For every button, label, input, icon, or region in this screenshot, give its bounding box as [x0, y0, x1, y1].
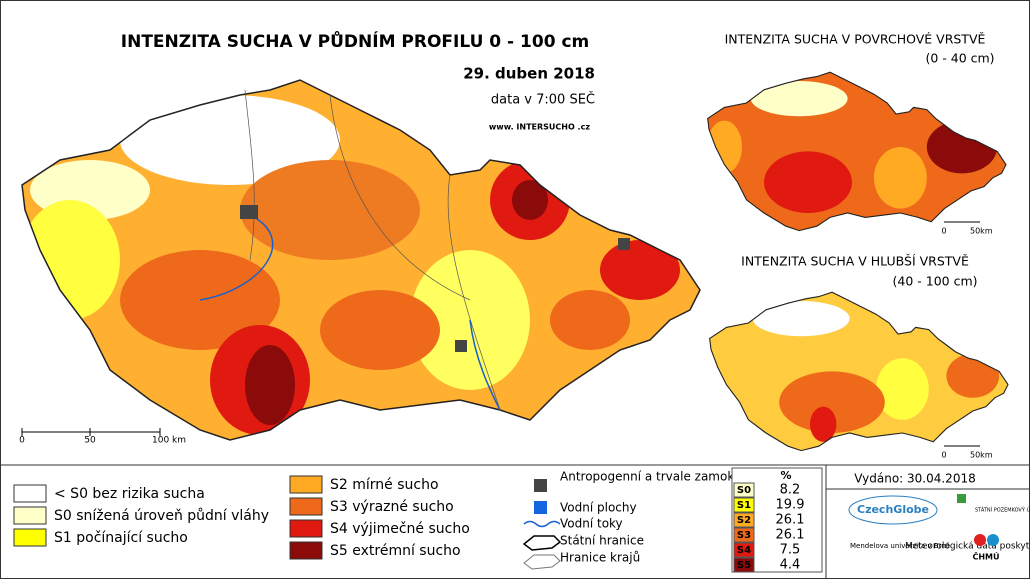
symbol-label: Hranice krajů — [560, 551, 640, 565]
logo-spu: STÁTNÍ POZEMKOVÝ ÚŘAD — [975, 506, 1030, 514]
legend-label: S4 výjimečné sucho — [330, 521, 470, 537]
inset-subtitle: (40 - 100 cm) — [893, 274, 978, 289]
date: 29. duben 2018 — [463, 65, 595, 83]
scale-label: 100 km — [152, 436, 186, 446]
percent-value: 4.4 — [780, 558, 801, 573]
class-label: S2 — [737, 515, 751, 526]
class-label: S4 — [737, 545, 751, 556]
legend-swatch — [289, 519, 323, 538]
class-cell — [733, 512, 755, 528]
inset-title: INTENZITA SUCHA V HLUBŠÍ VRSTVĚ — [741, 254, 969, 269]
inset-title: INTENZITA SUCHA V POVRCHOVÉ VRSTVĚ — [725, 32, 986, 47]
class-cell — [733, 542, 755, 558]
class-label: S5 — [737, 560, 751, 571]
percent-table: % S0 8.2 S1 19.9 S2 26.1 S3 26.1 S4 7.5 S5 4.4 — [731, 467, 823, 573]
scale-label: 50 — [84, 436, 96, 446]
percent-value: 26.1 — [776, 528, 805, 543]
class-cell — [733, 527, 755, 543]
class-label: S0 — [737, 485, 751, 496]
legend-swatch — [13, 528, 47, 547]
inset-subtitle: (0 - 40 cm) — [925, 51, 994, 66]
legend-label: S0 snížená úroveň půdní vláhy — [54, 508, 269, 524]
symbol-label: Vodní plochy — [560, 501, 637, 515]
legend-label: S2 mírné sucho — [330, 477, 439, 493]
percent-value: 26.1 — [776, 513, 805, 528]
symbol-label: Státní hranice — [560, 534, 644, 548]
scale-label: 50km — [970, 451, 993, 460]
class-label: S1 — [737, 500, 751, 511]
issued: Vydáno: 30.04.2018 — [854, 472, 975, 486]
percent-value: 7.5 — [780, 543, 801, 558]
legend-swatch — [13, 484, 47, 503]
time: data v 7:00 SEČ — [491, 92, 595, 108]
legend-swatch — [289, 475, 323, 494]
legend-label: < S0 bez rizika sucha — [54, 486, 205, 502]
legend: < S0 bez rizika sucha S0 snížená úroveň p… — [13, 475, 470, 560]
legend-swatch — [289, 541, 323, 560]
table-header: % — [780, 469, 791, 482]
class-label: S3 — [737, 530, 751, 541]
scale-label: 0 — [941, 451, 946, 460]
logo-meteo: Meteorologická data poskytuje: — [905, 542, 1030, 552]
legend-label: S1 počínající sucho — [54, 530, 188, 546]
percent-value: 8.2 — [780, 483, 801, 498]
main-title: INTENZITA SUCHA V PŮDNÍM PROFILU 0 - 100… — [121, 29, 589, 52]
legend-label: S5 extrémní sucho — [330, 543, 461, 559]
class-cell — [733, 482, 755, 498]
legend-label: S3 výrazné sucho — [330, 499, 454, 515]
logo-mendel: Mendelova univerzita v Brně — [850, 542, 950, 550]
legend-swatch — [13, 506, 47, 525]
logo-chmu: ČHMÚ — [972, 551, 999, 562]
scale-label: 0 — [19, 436, 25, 446]
inset-deep: INTENZITA SUCHA V HLUBŠÍ VRSTVĚ (40 - 10… — [709, 254, 1009, 460]
logos: CzechGlobe STÁTNÍ POZEMKOVÝ ÚŘAD Mendelo… — [848, 494, 1030, 562]
inset-surface: INTENZITA SUCHA V POVRCHOVÉ VRSTVĚ (0 - … — [707, 32, 1007, 236]
url: www. INTERSUCHO .cz — [489, 123, 590, 132]
legend-swatch — [289, 497, 323, 516]
symbol-label: Vodní toky — [560, 517, 623, 531]
logo-czechglobe: CzechGlobe — [857, 503, 929, 516]
main-map: 0 50 100 km — [19, 79, 701, 446]
scale-label: 0 — [941, 227, 946, 236]
class-cell — [733, 557, 755, 573]
scale-label: 50km — [970, 227, 993, 236]
percent-value: 19.9 — [776, 498, 805, 513]
class-cell — [733, 497, 755, 513]
